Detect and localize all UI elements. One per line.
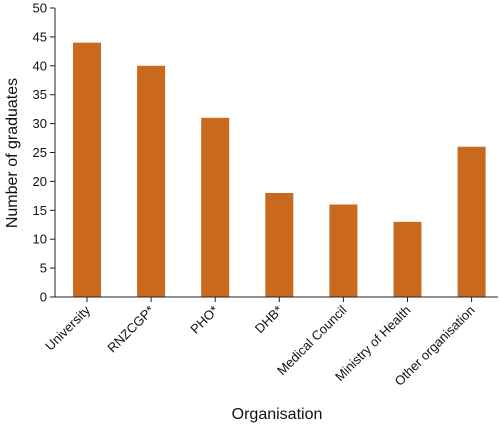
x-tick-label: PHO*	[187, 303, 221, 337]
y-tick-label: 25	[33, 145, 47, 160]
x-tick-label: University	[42, 302, 93, 353]
bar	[329, 204, 358, 297]
bar	[201, 117, 230, 297]
y-tick-label: 50	[33, 1, 47, 16]
y-tick-label: 10	[33, 232, 47, 247]
y-tick-label: 45	[33, 29, 47, 44]
y-tick-label: 15	[33, 203, 47, 218]
y-axis: 0 5 10 15 20 25 30 35 40 45 50	[33, 1, 56, 305]
bar	[73, 42, 101, 298]
x-tick-label: RNZCGP*	[104, 303, 157, 356]
y-tick-label: 40	[33, 58, 47, 73]
bar	[265, 192, 294, 297]
bars-group	[73, 42, 486, 298]
x-axis: University RNZCGP* PHO* DHB*Medical Council…	[42, 296, 498, 389]
y-axis-title: Number of graduates	[4, 78, 21, 228]
y-tick-label: 35	[33, 87, 47, 102]
y-tick-label: 5	[40, 261, 47, 276]
x-axis-title: Organisation	[232, 406, 323, 423]
x-tick-label: DHB*	[252, 303, 286, 337]
bar	[457, 146, 486, 297]
y-tick-label: 0	[40, 290, 47, 305]
y-tick-label: 30	[33, 116, 47, 131]
y-tick-label: 20	[33, 174, 47, 189]
bar	[393, 221, 422, 297]
bar	[137, 65, 166, 297]
